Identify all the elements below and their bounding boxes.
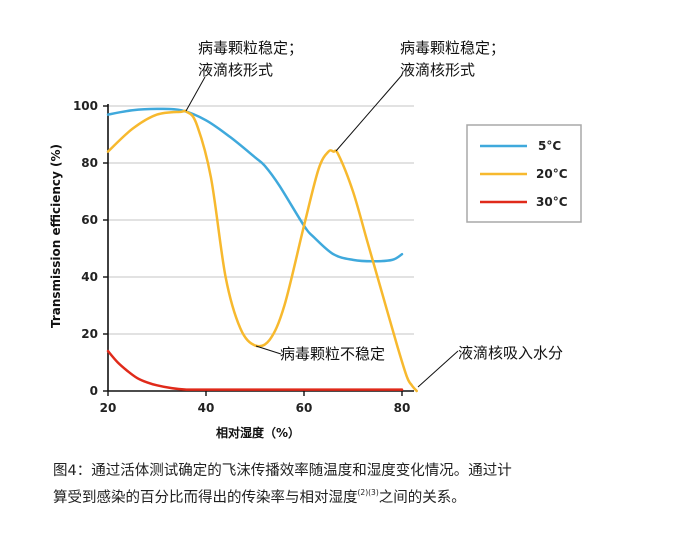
caption-line-2-tail: 之间的关系。 (379, 489, 466, 506)
caption: 图4：通过活体测试确定的飞沫传播效率随温度和湿度变化情况。通过计 算受到感染的百… (53, 462, 512, 506)
y-tick-label-20: 20 (81, 327, 98, 341)
x-tick-label-60: 60 (296, 401, 313, 415)
x-axis-title: 相对湿度（%） (216, 425, 300, 440)
y-tick-label-0: 0 (90, 384, 98, 398)
y-tick-label-60: 60 (81, 213, 98, 227)
legend: 5°C 20°C 30°C (466, 124, 582, 223)
legend-label-20c: 20°C (536, 167, 568, 181)
x-tick-label-80: 80 (394, 401, 411, 415)
annotation-leader-2 (335, 74, 403, 152)
series-lines (106, 107, 418, 393)
legend-label-5c: 5°C (538, 139, 561, 153)
series-line-5c (106, 107, 404, 263)
legend-label-30c: 30°C (536, 195, 568, 209)
y-tick-label-100: 100 (73, 99, 98, 113)
annotation-leader-3 (255, 345, 282, 355)
annotation-leader-1 (185, 76, 206, 112)
caption-reference-sup: (2)(3) (358, 488, 379, 497)
x-tick-label-40: 40 (198, 401, 215, 415)
grid (108, 105, 414, 335)
annotation-2-line-1: 病毒颗粒稳定； (400, 39, 505, 57)
annotation-2-line-2: 液滴核形式 (400, 61, 475, 79)
annotation-3-line-1: 病毒颗粒不稳定 (280, 345, 385, 363)
series-line-30c (106, 349, 404, 391)
caption-line-2-main: 算受到感染的百分比而得出的传染率与相对湿度 (53, 489, 358, 506)
caption-line-2: 算受到感染的百分比而得出的传染率与相对湿度(2)(3)之间的关系。 (53, 488, 466, 506)
y-axis-title: Transmission efficiency (%) (49, 144, 63, 328)
series-line-20c (106, 109, 418, 393)
annotation-4-line-1: 液滴核吸入水分 (458, 344, 563, 362)
caption-line-1: 图4：通过活体测试确定的飞沫传播效率随温度和湿度变化情况。通过计 (53, 462, 512, 479)
y-tick-label-80: 80 (81, 156, 98, 170)
annotation-1-line-1: 病毒颗粒稳定； (198, 39, 303, 57)
annotation-1-line-2: 液滴核形式 (198, 61, 273, 79)
x-tick-label-20: 20 (100, 401, 117, 415)
annotation-leader-4 (417, 350, 459, 388)
y-tick-label-40: 40 (81, 270, 98, 284)
